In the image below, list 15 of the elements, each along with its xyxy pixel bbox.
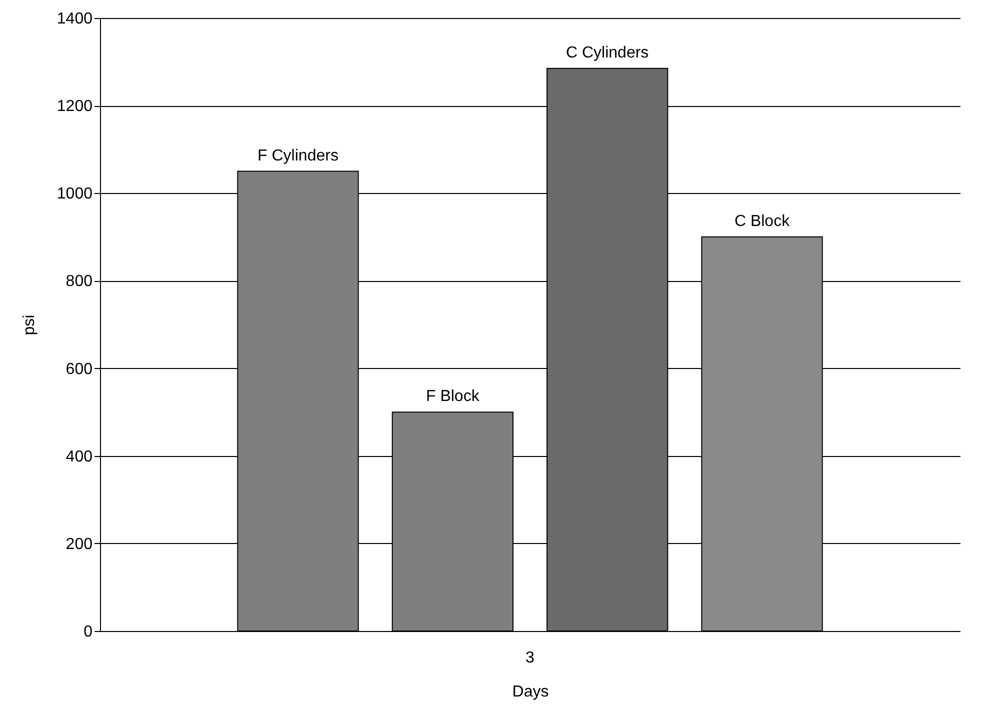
series-label: F Block — [426, 388, 480, 406]
y-tick-label: 1400 — [56, 10, 93, 28]
y-tick-label: 600 — [66, 360, 93, 378]
series-label: C Cylinders — [566, 44, 649, 62]
x-axis-title: Days — [512, 684, 549, 700]
series-label: F Cylinders — [258, 147, 338, 164]
x-tick-label: 3 — [526, 650, 535, 666]
y-tick-label: 200 — [66, 536, 93, 553]
y-tick-label: 1200 — [56, 98, 93, 116]
y-tick-label: 0 — [84, 624, 93, 640]
y-tick-label: 1000 — [56, 186, 93, 203]
y-tick-label: 800 — [66, 273, 93, 290]
series-label: C Block — [734, 212, 791, 230]
y-tick-label: 400 — [66, 448, 93, 466]
y-axis-title: psi — [20, 314, 38, 336]
